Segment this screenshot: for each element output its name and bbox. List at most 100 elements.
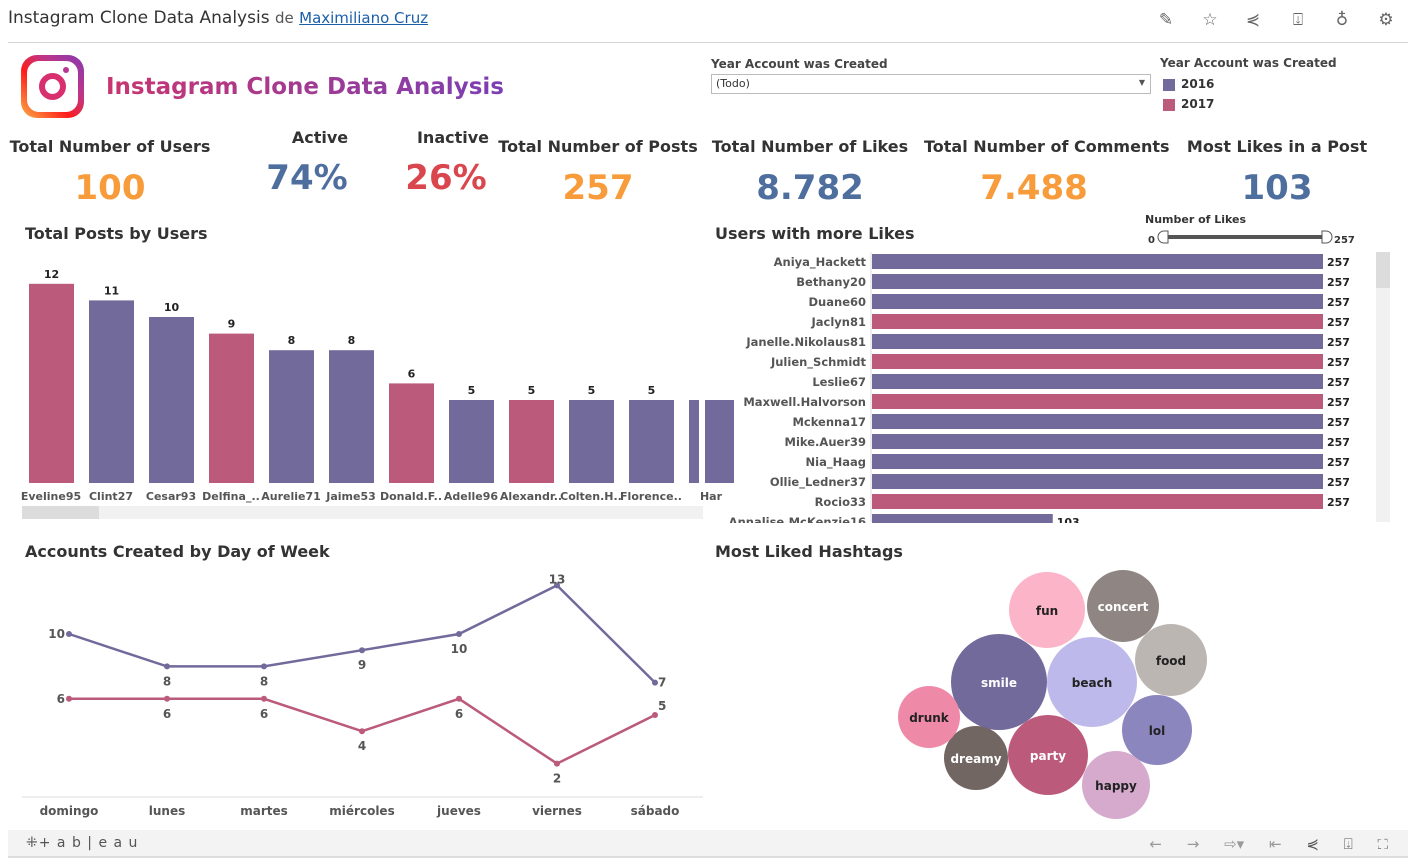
slider-label: Number of Likes [1145, 213, 1247, 226]
download-icon[interactable]: ⍗ [1292, 10, 1304, 30]
undo-icon[interactable]: ← [1149, 835, 1162, 853]
scrollbar-thumb[interactable] [1376, 252, 1390, 288]
hashtag-label: concert [1098, 600, 1149, 614]
hashtag-bubble-lol[interactable] [1122, 695, 1192, 765]
likes-bar[interactable] [872, 314, 1323, 329]
likes-bar[interactable] [872, 354, 1323, 369]
line-point[interactable] [66, 695, 72, 702]
hashtag-bubble-food[interactable] [1135, 624, 1207, 696]
line-x-label: martes [240, 804, 288, 818]
line-point[interactable] [359, 728, 365, 735]
posts-bar[interactable] [629, 400, 674, 483]
likes-bar[interactable] [872, 474, 1323, 489]
footer-icons: ← → ⇨▾ ⇤ ⋞ ⍗ ⛶ [1149, 835, 1388, 853]
likes-y-label: Ollie_Ledner37 [770, 475, 866, 490]
likes-bar[interactable] [872, 334, 1323, 349]
likes-bar[interactable] [872, 374, 1323, 389]
line-point[interactable] [261, 663, 267, 670]
author-link[interactable]: Maximiliano Cruz [299, 9, 429, 27]
vertical-scrollbar[interactable] [1376, 252, 1390, 522]
likes-bar[interactable] [872, 294, 1323, 309]
line-point[interactable] [66, 631, 72, 637]
share-icon[interactable]: ⋞ [1245, 10, 1261, 30]
kpi-value: 257 [562, 168, 634, 208]
kpi-label: Active [291, 128, 349, 147]
likes-bar-label: 257 [1327, 276, 1350, 289]
gear-icon[interactable]: ⚙ [1378, 10, 1394, 30]
posts-bar[interactable] [209, 333, 254, 483]
line-point[interactable] [164, 663, 170, 670]
posts-bar[interactable] [689, 400, 734, 483]
line-point-label: 2 [553, 772, 561, 786]
likes-bar[interactable] [872, 414, 1323, 429]
hashtag-bubble-smile[interactable] [951, 634, 1047, 730]
likes-y-label: Nia_Haag [806, 455, 866, 470]
top-bar: Instagram Clone Data Analysis de Maximil… [0, 0, 1417, 42]
posts-bar[interactable] [569, 400, 614, 483]
likes-slider[interactable] [1162, 235, 1328, 239]
redo-icon[interactable]: → [1186, 835, 1200, 853]
likes-chart-title: Users with more Likes [715, 224, 915, 243]
likes-bar[interactable] [872, 394, 1323, 409]
likes-y-label: Bethany20 [796, 275, 866, 289]
posts-bar[interactable] [329, 350, 374, 483]
posts-bar-label: 8 [348, 334, 356, 347]
workbook-title: Instagram Clone Data Analysis de Maximil… [8, 8, 429, 28]
legend-item-2016[interactable]: 2016 [1163, 77, 1214, 91]
posts-bar[interactable] [269, 350, 314, 483]
instagram-logo [21, 55, 84, 118]
hashtag-bubble-fun[interactable] [1009, 572, 1085, 648]
line-point[interactable] [456, 631, 462, 637]
line-point[interactable] [359, 647, 365, 654]
hashtag-bubble-party[interactable] [1008, 715, 1088, 795]
slider-handle-max[interactable] [1321, 230, 1333, 244]
hashtag-bubble-beach[interactable] [1047, 637, 1137, 727]
download-icon[interactable]: ⍗ [1343, 835, 1353, 853]
line-point[interactable] [554, 582, 560, 589]
likes-bar[interactable] [872, 274, 1323, 289]
reset-icon[interactable]: ⇤ [1268, 835, 1282, 853]
posts-bar[interactable] [509, 400, 554, 483]
slider-handle-min[interactable] [1157, 230, 1169, 244]
posts-bar-label: 5 [588, 384, 596, 397]
hashtag-bubble-dreamy[interactable] [944, 726, 1008, 790]
kpi-value: 8.782 [756, 168, 864, 208]
legend-item-2017[interactable]: 2017 [1163, 97, 1214, 111]
likes-bar[interactable] [872, 434, 1323, 449]
posts-bar[interactable] [389, 383, 434, 483]
hashtag-bubble-concert[interactable] [1087, 570, 1159, 642]
badge-icon[interactable]: ♁ [1335, 10, 1349, 30]
year-filter-select[interactable]: (Todo) ▼ [711, 74, 1151, 94]
revert-icon[interactable]: ⇨▾ [1224, 835, 1245, 853]
fullscreen-icon[interactable]: ⛶ [1377, 835, 1388, 853]
chevron-down-icon: ▼ [1138, 78, 1145, 87]
likes-y-label: Aniya_Hackett [774, 255, 867, 270]
posts-bar[interactable] [449, 400, 494, 483]
line-point[interactable] [652, 679, 658, 686]
posts-bar[interactable] [149, 317, 194, 483]
horizontal-scrollbar[interactable] [22, 506, 703, 519]
line-point[interactable] [554, 760, 560, 767]
likes-bar-label: 257 [1327, 396, 1350, 409]
posts-bar[interactable] [89, 300, 134, 483]
hashtag-bubble-drunk[interactable] [898, 686, 960, 748]
kpi-value: 100 [74, 168, 146, 208]
line-point[interactable] [652, 712, 658, 718]
likes-bar[interactable] [872, 454, 1323, 469]
scrollbar-thumb[interactable] [22, 506, 99, 519]
line-point[interactable] [456, 695, 462, 702]
line-point[interactable] [261, 695, 267, 702]
posts-bar[interactable] [29, 283, 74, 483]
posts-bar-label: 12 [44, 268, 59, 281]
line-point[interactable] [164, 695, 170, 702]
edit-icon[interactable]: ✎ [1158, 10, 1174, 30]
likes-bar[interactable] [872, 254, 1323, 269]
kpi-value: 7.488 [980, 168, 1088, 208]
likes-bar-label: 257 [1327, 476, 1350, 489]
hashtag-bubble-happy[interactable] [1082, 751, 1150, 819]
star-icon[interactable]: ☆ [1202, 10, 1218, 30]
likes-bar[interactable] [872, 494, 1323, 509]
likes-y-label: Mckenna17 [792, 415, 866, 429]
share-icon[interactable]: ⋞ [1306, 835, 1319, 853]
